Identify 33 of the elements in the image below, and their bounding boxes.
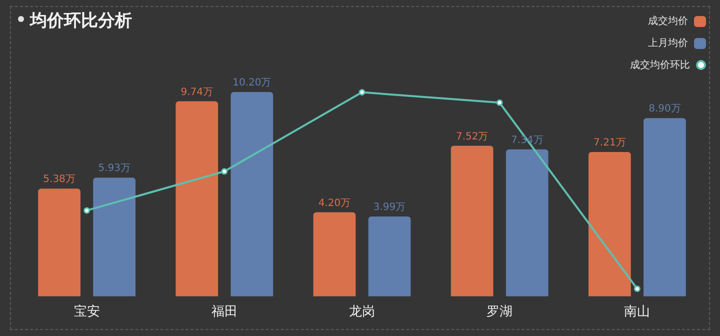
bar [368,216,411,296]
data-label: 10.20万 [232,78,272,89]
data-label: 8.90万 [648,104,681,115]
point [496,99,503,106]
legend-label: 成交均价 [648,14,688,28]
point [358,89,366,96]
legend-label: 成交均价环比 [630,58,690,72]
point [84,207,90,214]
data-label: 5.38万 [43,174,76,186]
bar [588,152,631,296]
bar [506,149,548,296]
bar [93,178,136,296]
legend-label: 上月均价 [648,36,688,50]
bar [176,101,218,296]
data-label: 9.74万 [180,86,214,98]
chart-title: 均价环比分析 [30,10,132,32]
x-tick-label: 宝安 [74,304,100,320]
point [221,168,228,175]
x-tick-label: 南山 [624,304,650,320]
x-tick-label: 罗湖 [486,304,513,320]
data-label: 7.52万 [456,131,488,142]
x-tick-label: 龙岗 [349,304,375,320]
bar [230,92,274,296]
data-label: 5.93万 [98,163,130,174]
bar [38,188,80,296]
bar [450,146,494,296]
data-label: 3.99万 [373,202,406,214]
data-label: 7.21万 [594,138,626,149]
data-label: 4.20万 [318,198,351,209]
point [634,286,640,292]
bar [313,212,356,296]
x-tick-label: 福田 [211,304,238,320]
bar [644,118,686,296]
